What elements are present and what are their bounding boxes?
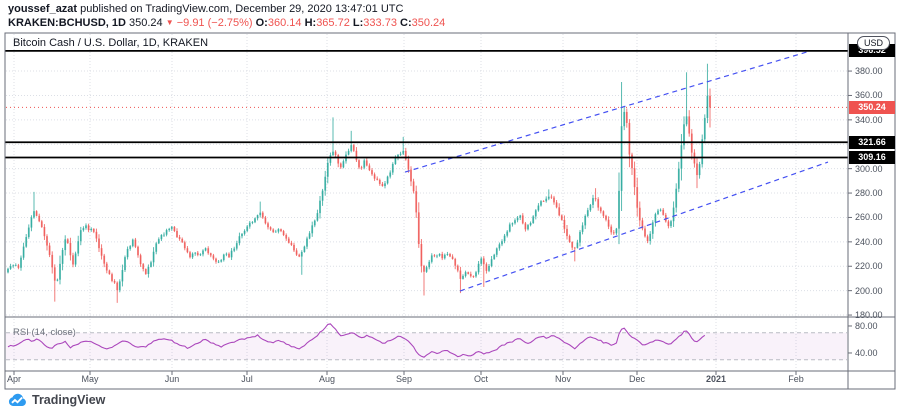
rsi-line	[7, 323, 706, 358]
currency-pill[interactable]: USD	[857, 36, 891, 50]
publish-text: published on TradingView.com, December 2…	[77, 3, 404, 15]
publish-info: youssef_azat published on TradingView.co…	[8, 3, 403, 15]
time-axis-label: Jun	[164, 374, 180, 384]
rsi-axis-label: 80.00	[855, 320, 878, 331]
time-axis-label: May	[81, 374, 99, 384]
time-axis-label: Dec	[628, 374, 646, 384]
high-label: H:	[304, 17, 317, 29]
open-label: O:	[255, 17, 268, 29]
down-arrow-icon: ▼	[165, 18, 174, 27]
time-axis-label: Nov	[554, 374, 572, 384]
time-axis-label: 2021	[705, 374, 727, 384]
time-axis-label: Feb	[788, 374, 804, 384]
rsi-indicator-label[interactable]: RSI (14, close)	[13, 327, 76, 338]
price-change: −9.91 (−2.75%)	[176, 17, 253, 29]
price-axis-label: 180.00	[855, 310, 883, 321]
close-label: C:	[400, 17, 412, 29]
time-axis-label: Apr	[6, 374, 22, 384]
trend-channel-line	[404, 50, 811, 173]
price-badge: 321.66	[849, 135, 895, 149]
rsi-axis-label: 40.00	[855, 347, 878, 358]
symbol-name: KRAKEN:BCHUSD, 1D	[8, 17, 126, 29]
brand-name: TradingView	[32, 392, 106, 407]
close-value: 350.24	[411, 17, 446, 29]
open-value: 360.14	[267, 17, 302, 29]
chart-title: Bitcoin Cash / U.S. Dollar, 1D, KRAKEN	[13, 37, 209, 49]
tradingview-logo-icon	[8, 393, 26, 406]
time-axis-label: Oct	[473, 374, 489, 384]
symbol-info: KRAKEN:BCHUSD, 1D 350.24 ▼ −9.91 (−2.75%…	[8, 17, 445, 29]
price-axis-label: 380.00	[855, 66, 883, 77]
high-value: 365.72	[316, 17, 350, 29]
time-axis-label: Sep	[395, 374, 413, 384]
price-axis-label: 240.00	[855, 236, 883, 247]
author-name: youssef_azat	[8, 3, 78, 15]
low-label: L:	[352, 17, 364, 29]
price-axis-label: 280.00	[855, 188, 883, 199]
price-axis-label: 300.00	[855, 163, 883, 174]
last-price: 350.24	[129, 17, 163, 29]
time-axis-label: Aug	[318, 374, 336, 384]
price-badge: 309.16	[849, 150, 895, 164]
price-axis-label: 340.00	[855, 114, 883, 125]
price-axis-label: 220.00	[855, 261, 883, 272]
price-axis-label: 200.00	[855, 285, 883, 296]
trend-channel-line	[459, 161, 829, 292]
price-badge: 350.24	[849, 100, 895, 114]
candles	[7, 63, 711, 303]
low-value: 333.73	[363, 17, 397, 29]
time-axis-label: Jul	[241, 374, 253, 384]
price-axis-label: 260.00	[855, 212, 883, 223]
footer[interactable]: TradingView	[8, 392, 105, 407]
price-axis-label: 360.00	[855, 90, 883, 101]
